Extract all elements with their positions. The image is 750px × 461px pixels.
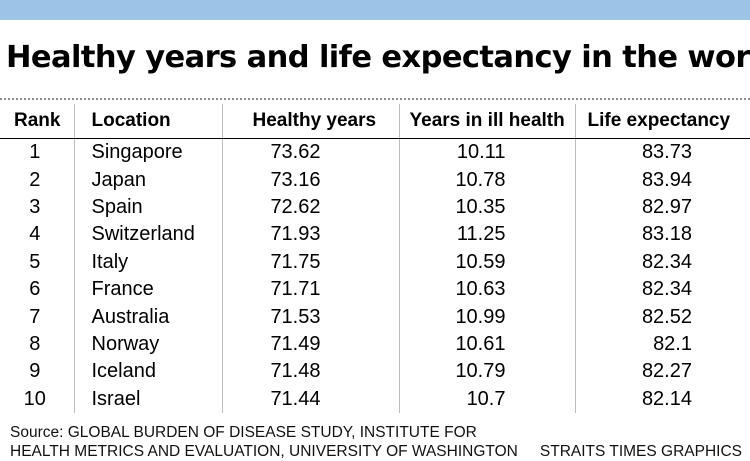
years-in-ill-health-cell: 10.35	[398, 193, 575, 222]
rank-cell: 6	[0, 275, 74, 304]
source-note-line-2: HEALTH METRICS AND EVALUATION, UNIVERSIT…	[10, 443, 518, 460]
years-in-ill-health-cell: 10.61	[398, 330, 575, 359]
table-row: 9 Iceland 71.48 10.79 82.27	[0, 358, 750, 386]
column-header-years-in-ill-health: Years in ill health	[398, 104, 575, 139]
rank-cell: 7	[0, 303, 74, 331]
footer: Source: GLOBAL BURDEN OF DISEASE STUDY, …	[10, 423, 745, 461]
years-in-ill-health-cell: 10.11	[398, 138, 575, 167]
healthy-years-cell: 72.62	[221, 193, 399, 222]
column-header-location: Location	[73, 104, 222, 139]
column-header-healthy-years: Healthy years	[221, 104, 399, 139]
location-cell: Israel	[73, 385, 222, 413]
rank-cell: 1	[0, 138, 74, 167]
graphics-credit: STRAITS TIMES GRAPHICS	[539, 443, 742, 460]
location-cell: Iceland	[73, 358, 222, 386]
years-in-ill-health-cell: 11.25	[398, 221, 575, 249]
location-cell: Singapore	[73, 138, 222, 167]
healthy-years-cell: 71.75	[221, 248, 399, 276]
life-expectancy-cell: 83.73	[574, 138, 750, 167]
life-expectancy-cell: 82.52	[574, 303, 750, 331]
rank-cell: 8	[0, 330, 74, 359]
life-expectancy-cell: 82.34	[574, 248, 750, 276]
life-expectancy-cell: 82.14	[574, 385, 750, 413]
years-in-ill-health-cell: 10.99	[398, 303, 575, 331]
healthy-years-cell: 71.49	[221, 330, 399, 359]
rank-cell: 5	[0, 248, 74, 276]
healthy-years-cell: 71.93	[221, 221, 399, 249]
healthy-years-cell: 71.71	[221, 275, 399, 304]
source-note-line-1: Source: GLOBAL BURDEN OF DISEASE STUDY, …	[10, 424, 477, 441]
healthy-years-cell: 73.16	[221, 166, 399, 194]
rank-cell: 10	[0, 385, 74, 413]
data-table: Rank Location Healthy years Years in ill…	[0, 104, 750, 413]
table-row: 1 Singapore 73.62 10.11 83.73	[0, 138, 750, 167]
top-color-bar	[0, 0, 750, 20]
table-row: 7 Australia 71.53 10.99 82.52	[0, 303, 750, 331]
healthy-years-cell: 71.53	[221, 303, 399, 331]
location-cell: Switzerland	[73, 221, 222, 249]
table-row: 4 Switzerland 71.93 11.25 83.18	[0, 221, 750, 249]
life-expectancy-cell: 82.34	[574, 275, 750, 304]
years-in-ill-health-cell: 10.7	[398, 385, 575, 413]
life-expectancy-cell: 82.1	[574, 330, 750, 359]
table-body: 1 Singapore 73.62 10.11 83.73 2 Japan 73.16 10.7…	[0, 138, 750, 413]
column-header-life-expectancy: Life expectancy	[574, 104, 750, 139]
life-expectancy-cell: 83.94	[574, 166, 750, 194]
table-row: 6 France 71.71 10.63 82.34	[0, 275, 750, 304]
location-cell: Italy	[73, 248, 222, 276]
rank-cell: 9	[0, 358, 74, 386]
life-expectancy-cell: 83.18	[574, 221, 750, 249]
life-expectancy-cell: 82.97	[574, 193, 750, 222]
life-expectancy-cell: 82.27	[574, 358, 750, 386]
years-in-ill-health-cell: 10.63	[398, 275, 575, 304]
years-in-ill-health-cell: 10.59	[398, 248, 575, 276]
column-header-rank: Rank	[0, 104, 74, 139]
table-header-row: Rank Location Healthy years Years in ill…	[0, 104, 750, 139]
location-cell: Japan	[73, 166, 222, 194]
rank-cell: 2	[0, 166, 74, 194]
rank-cell: 3	[0, 193, 74, 222]
page-title: Healthy years and life expectancy in the…	[6, 40, 750, 75]
table-row: 2 Japan 73.16 10.78 83.94	[0, 166, 750, 194]
location-cell: Australia	[73, 303, 222, 331]
location-cell: Norway	[73, 330, 222, 359]
healthy-years-cell: 73.62	[221, 138, 399, 167]
table-row: 8 Norway 71.49 10.61 82.1	[0, 330, 750, 359]
years-in-ill-health-cell: 10.78	[398, 166, 575, 194]
healthy-years-cell: 71.44	[221, 385, 399, 413]
table-row: 3 Spain 72.62 10.35 82.97	[0, 193, 750, 222]
rank-cell: 4	[0, 221, 74, 249]
location-cell: Spain	[73, 193, 222, 222]
years-in-ill-health-cell: 10.79	[398, 358, 575, 386]
table-row: 10 Israel 71.44 10.7 82.14	[0, 385, 750, 413]
location-cell: France	[73, 275, 222, 304]
healthy-years-cell: 71.48	[221, 358, 399, 386]
dotted-divider	[0, 98, 750, 100]
table-row: 5 Italy 71.75 10.59 82.34	[0, 248, 750, 276]
